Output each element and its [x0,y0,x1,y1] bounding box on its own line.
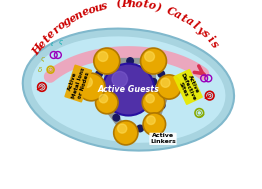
Circle shape [151,110,157,117]
Text: C: C [165,5,178,19]
Text: s: s [200,28,212,40]
Text: (: ( [115,0,121,9]
Circle shape [159,102,165,109]
Text: i: i [205,33,216,44]
Circle shape [99,94,108,103]
Circle shape [161,78,170,87]
Text: H: H [30,42,45,57]
Circle shape [103,78,110,85]
Text: P: P [121,0,129,9]
Text: e: e [67,11,79,24]
Circle shape [96,71,102,77]
Text: t: t [142,0,149,10]
Text: a: a [172,8,183,21]
Circle shape [113,114,119,121]
Circle shape [127,99,133,106]
Circle shape [143,113,166,135]
Text: a: a [184,15,195,28]
Text: o: o [55,19,68,32]
Text: Active
Linkers: Active Linkers [150,133,176,144]
Ellipse shape [23,29,234,151]
Text: l: l [190,19,200,31]
Text: $\iota$: $\iota$ [50,40,54,48]
Circle shape [102,64,154,115]
Circle shape [105,107,112,113]
Circle shape [82,77,92,87]
Text: u: u [93,1,103,14]
Text: y: y [195,23,206,36]
Text: e: e [45,28,57,40]
Circle shape [146,94,154,103]
Circle shape [140,48,166,74]
Text: t: t [179,12,189,24]
Text: $\varsigma$: $\varsigma$ [58,38,64,47]
Circle shape [142,91,165,114]
Circle shape [150,78,157,85]
Text: $\varsigma$: $\varsigma$ [40,55,46,64]
Text: Active
Defective
Sites: Active Defective Sites [174,70,202,104]
Text: $\delta$: $\delta$ [37,65,43,74]
Text: r: r [50,23,62,36]
Text: h: h [128,0,136,9]
Circle shape [77,73,105,101]
Text: g: g [61,15,73,28]
Text: Active
Metal Ions
or Nodes: Active Metal Ions or Nodes [65,66,91,101]
Text: t: t [40,33,52,44]
Text: e: e [35,38,48,50]
Text: e: e [80,5,90,18]
Circle shape [158,71,165,77]
Circle shape [96,91,102,98]
Circle shape [96,91,118,114]
Text: o: o [86,3,97,16]
Circle shape [145,52,155,61]
Circle shape [158,91,165,98]
Text: ): ) [155,1,163,13]
Circle shape [94,48,120,74]
Text: s: s [100,0,109,12]
Text: s: s [209,38,221,50]
Text: o: o [134,0,143,9]
Circle shape [118,124,127,133]
Ellipse shape [31,36,225,143]
Circle shape [112,71,128,87]
Circle shape [147,116,155,125]
Circle shape [157,75,181,99]
Circle shape [127,58,133,64]
Circle shape [137,125,143,132]
Text: o: o [147,0,157,12]
Text: Active Guests: Active Guests [97,85,159,94]
Text: n: n [73,8,85,21]
Circle shape [114,121,138,145]
Circle shape [98,52,108,61]
